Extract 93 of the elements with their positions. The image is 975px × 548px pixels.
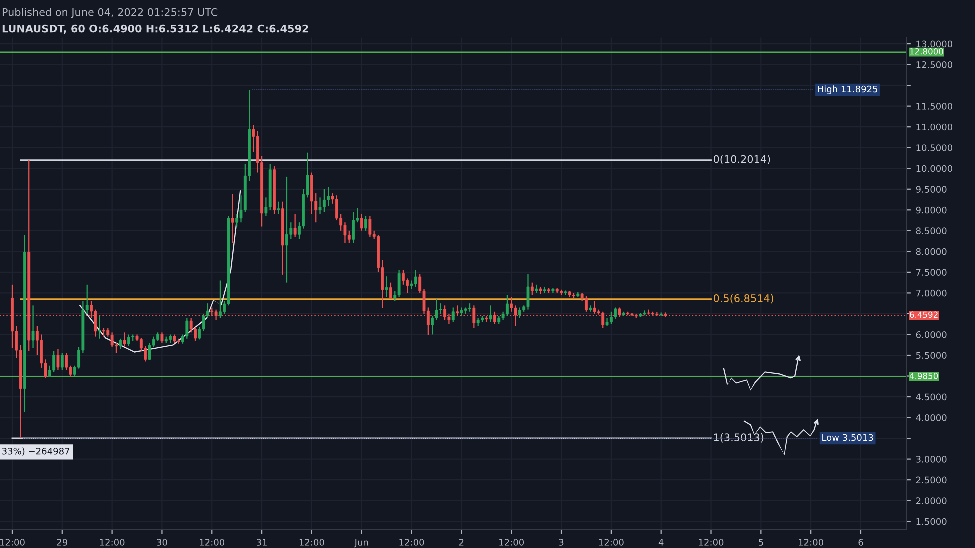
candlestick xyxy=(277,201,280,215)
candlestick xyxy=(148,342,152,362)
candlestick xyxy=(526,274,530,310)
candlestick xyxy=(452,307,455,323)
candlestick xyxy=(530,282,534,296)
y-tick-label: 3.0000 xyxy=(916,456,947,463)
candlestick xyxy=(119,338,122,350)
candlestick xyxy=(489,305,492,323)
y-tick-label: 1.5000 xyxy=(916,518,947,526)
candlestick xyxy=(60,352,64,371)
candlestick xyxy=(352,212,356,244)
candlestick xyxy=(318,197,322,215)
x-tick-label: 31 xyxy=(256,539,267,546)
x-tick-label: 29 xyxy=(57,539,68,546)
candlestick xyxy=(364,216,368,232)
x-tick-label: Jun xyxy=(354,539,368,548)
x-tick-label: 12:00 xyxy=(400,539,424,546)
x-tick-label: 5 xyxy=(758,539,764,546)
series-label: 0(10.2014) xyxy=(714,155,770,165)
y-tick-label: 7.0000 xyxy=(916,290,947,297)
y-tick-label: 10.5000 xyxy=(916,144,953,152)
x-tick-label: 6 xyxy=(858,539,864,546)
candlestick xyxy=(294,214,297,238)
annotation: High 11.8925 xyxy=(818,86,878,94)
candlestick xyxy=(510,296,514,312)
y-tick-label: 13.0000 xyxy=(916,40,953,48)
candlestick xyxy=(286,176,288,284)
candlestick xyxy=(56,348,60,371)
x-tick-label: 12:00 xyxy=(500,539,524,546)
candlestick xyxy=(65,352,68,371)
y-tick-label: 11.0000 xyxy=(916,124,953,131)
candlestick xyxy=(218,280,222,319)
ref-line-label: 12.8000 xyxy=(910,48,944,55)
candlestick xyxy=(506,294,509,317)
candlestick xyxy=(236,214,239,228)
ref-line-label: 4.9850 xyxy=(910,373,938,380)
candlestick xyxy=(344,222,347,244)
x-tick-label: 12:00 xyxy=(300,539,324,546)
y-tick-label: 9.0000 xyxy=(916,206,947,214)
candlestick xyxy=(52,350,56,373)
y-tick-label: 5.5000 xyxy=(916,352,947,360)
candlestick xyxy=(390,282,392,300)
x-tick-label: 12:00 xyxy=(799,539,824,546)
candlestick xyxy=(160,332,164,344)
candlestick xyxy=(110,332,114,348)
annotation: Low 3.5013 xyxy=(822,434,874,442)
chart-subtitle: LUNAUSDT, 60 O:6.4900 H:6.5312 L:6.4242 C:6.4592 xyxy=(2,24,308,34)
candlestick xyxy=(398,270,401,298)
candlestick xyxy=(439,303,442,315)
candlestick xyxy=(127,334,130,347)
candlestick xyxy=(402,270,405,286)
y-tick-label: 8.5000 xyxy=(916,228,947,234)
candlestick xyxy=(414,270,418,288)
x-tick-label: 3 xyxy=(559,539,564,546)
candlestick xyxy=(186,318,189,340)
x-tick-label: 2 xyxy=(459,539,464,546)
x-tick-label: 30 xyxy=(157,539,168,546)
x-tick-label: 4 xyxy=(658,539,664,546)
candlestick xyxy=(360,214,364,232)
candlestick xyxy=(368,216,372,238)
y-tick-label: 10.0000 xyxy=(916,165,953,172)
candlestick xyxy=(643,310,646,316)
x-tick-label: 12:00 xyxy=(100,539,125,546)
y-tick-label: 4.5000 xyxy=(916,394,947,401)
x-tick-label: 12:00 xyxy=(599,539,624,546)
annotation: 33%) −264987 xyxy=(2,448,70,456)
candlestick xyxy=(327,186,330,207)
x-tick-label: 12:00 xyxy=(200,539,225,546)
candlestick xyxy=(518,307,522,319)
candlestick xyxy=(610,311,613,325)
candlestick xyxy=(385,276,388,298)
candlestick xyxy=(322,188,326,213)
candlestick xyxy=(614,307,618,320)
y-tick-label: 9.5000 xyxy=(916,186,947,193)
candlestick xyxy=(231,194,234,244)
y-tick-label: 12.5000 xyxy=(916,62,953,68)
y-tick-label: 2.5000 xyxy=(916,476,947,484)
ref-line-label: 6.4592 xyxy=(910,312,938,318)
candlestick xyxy=(32,305,35,349)
y-tick-label: 8.0000 xyxy=(916,248,947,256)
y-tick-label: 4.0000 xyxy=(916,414,947,422)
candlestick xyxy=(593,300,596,315)
candlestick xyxy=(123,332,126,348)
x-tick-label: 12:00 xyxy=(699,539,724,546)
y-tick-label: 11.5000 xyxy=(916,103,953,110)
y-tick-label: 7.5000 xyxy=(916,269,947,276)
y-tick-label: 6.0000 xyxy=(916,331,947,338)
series-label: 0.5(6.8514) xyxy=(714,294,774,304)
series-label: 1(3.5013) xyxy=(714,433,764,443)
x-tick-label: 12:00 xyxy=(0,539,25,546)
y-tick-label: 2.0000 xyxy=(916,498,947,504)
candlestick xyxy=(410,280,414,290)
chart-title: Published on June 04, 2022 01:25:57 UTC xyxy=(2,8,218,18)
